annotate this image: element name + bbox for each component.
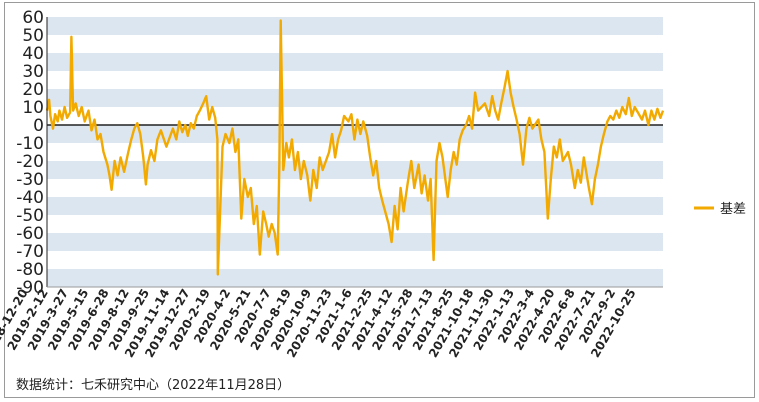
grid-band (47, 269, 663, 287)
grid-band (47, 233, 663, 251)
y-tick-label: 20 (22, 80, 44, 100)
series-group (45, 19, 665, 276)
y-tick-label: -90 (16, 278, 44, 298)
y-tick-label: 60 (22, 8, 44, 28)
y-tick-label: -20 (16, 152, 44, 172)
y-tick-label: 30 (22, 62, 44, 82)
grid-bands (47, 17, 663, 287)
grid-band (47, 35, 663, 53)
x-axis: 2018-12-202019-2-122019-3-272019-5-15201… (0, 286, 663, 360)
legend-label: 基差 (720, 202, 746, 217)
grid-band (47, 143, 663, 161)
grid-band (47, 251, 663, 269)
grid-band (47, 71, 663, 89)
grid-band (47, 179, 663, 197)
y-tick-label: 50 (22, 26, 44, 46)
grid-band (47, 17, 663, 35)
y-tick-label: -60 (16, 224, 44, 244)
y-tick-label: 40 (22, 44, 44, 64)
y-tick-label: -50 (16, 206, 44, 226)
y-tick-label: -30 (16, 170, 44, 190)
y-tick-label: -80 (16, 260, 44, 280)
grid-band (47, 89, 663, 107)
grid-band (47, 215, 663, 233)
grid-band (47, 161, 663, 179)
series-line-basis (45, 19, 665, 276)
y-tick-label: -10 (16, 134, 44, 154)
grid-band (47, 197, 663, 215)
y-tick-label: 0 (33, 116, 44, 136)
y-tick-label: 10 (22, 98, 44, 118)
y-tick-label: -70 (16, 242, 44, 262)
legend[interactable]: 基差 (694, 202, 746, 217)
y-tick-label: -40 (16, 188, 44, 208)
grid-band (47, 53, 663, 71)
grid-band (47, 107, 663, 125)
source-note: 数据统计：七禾研究中心（2022年11月28日） (16, 378, 291, 393)
